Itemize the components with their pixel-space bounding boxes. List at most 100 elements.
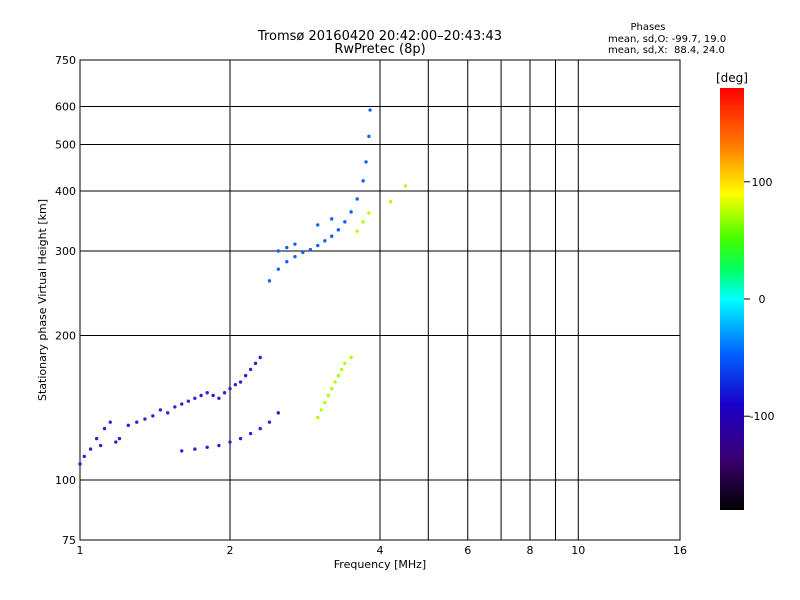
data-point [333,380,337,384]
y-tick-label: 400 [55,185,76,198]
data-point [285,260,289,264]
data-point [151,414,155,418]
data-point [355,197,359,201]
data-point [108,420,112,424]
data-point [364,160,368,164]
data-point [267,420,272,424]
data-point [349,210,353,214]
data-point [316,223,320,227]
data-point [180,402,184,406]
data-point [361,220,365,224]
data-point [301,250,305,255]
y-tick-label: 75 [62,534,76,547]
data-point [238,380,243,384]
data-point [248,431,253,436]
y-axis-label: Stationary phase Virtual Height [km] [36,199,49,401]
data-point [114,440,118,444]
data-point [253,361,258,366]
data-point [293,242,297,246]
data-point [186,399,191,403]
x-tick-label: 2 [227,544,234,557]
data-point [180,449,184,453]
data-point [228,440,232,444]
data-point [199,393,203,398]
data-point [285,245,289,250]
data-point [368,108,372,112]
data-point [267,279,272,283]
data-point [228,386,232,391]
data-point [388,200,393,204]
y-tick-label: 300 [55,245,76,258]
data-point [217,396,221,401]
y-tick-label: 750 [55,54,76,67]
data-point [326,393,331,398]
data-point [166,411,170,415]
y-tick-label: 200 [55,330,76,343]
data-point [94,436,99,441]
data-point [126,423,130,428]
data-point [205,391,209,395]
data-point [243,373,248,378]
data-point [293,254,297,259]
data-point [135,420,139,424]
data-point [361,179,365,183]
data-point [248,367,253,372]
data-point [316,243,320,248]
data-point [367,211,371,215]
phases-title: Phases [630,22,665,33]
data-point [193,396,197,401]
data-point [78,462,82,466]
colorbar [720,88,744,510]
data-point [336,373,341,378]
grid [80,60,680,540]
data-point [193,447,197,451]
data-point [276,249,280,253]
plot-area: 1 2 4 6 8 10 16 75 100 200 300 400 500 600 750 [55,54,687,557]
data-point [238,436,243,441]
data-point [258,426,262,431]
y-tick-label: 500 [55,139,76,152]
data-point [143,417,147,421]
x-tick-label: 16 [673,544,687,557]
colorbar-tick-label: 0 [759,293,766,306]
x-tick-label: 4 [377,544,384,557]
data-point [173,405,177,409]
x-axis-label: Frequency [MHz] [334,558,426,571]
data-point [403,184,408,188]
data-point [355,229,359,233]
chart-title: Tromsø 20160420 20:42:00–20:43:43 [257,29,502,44]
data-point [323,400,327,405]
phases-mean-o: mean, sd,O: -99.7, 19.0 [608,34,726,45]
colorbar-tick-label: 100 [752,176,773,189]
data-point [339,367,344,372]
data-point [82,454,86,459]
data-point [205,445,209,450]
phases-mean-x: mean, sd,X: 88.4, 24.0 [608,45,725,56]
y-tick-label: 600 [55,101,76,114]
data-point [319,408,324,412]
y-tick-label: 100 [55,474,76,487]
colorbar-tick-label: -100 [750,410,775,423]
data-point [349,355,353,360]
data-point [367,134,371,139]
colorbar-ticks: 100 0 -100 [744,176,774,423]
data-point [217,443,221,448]
data-points [78,108,408,466]
data-point [117,436,122,441]
data-point [276,411,280,415]
data-point [102,426,107,431]
data-point [158,408,163,412]
data-point [330,386,334,391]
x-tick-label: 8 [527,544,534,557]
data-point [98,443,103,448]
ticks: 1 2 4 6 8 10 16 75 100 200 300 400 500 600 750 [55,54,687,557]
data-point [330,234,334,238]
data-point [330,217,334,221]
data-point [222,391,227,395]
data-point [323,239,327,243]
chart-subtitle: RwPretec (8p) [334,42,425,57]
data-point [88,447,93,451]
data-point [343,361,347,366]
data-point [316,415,320,420]
